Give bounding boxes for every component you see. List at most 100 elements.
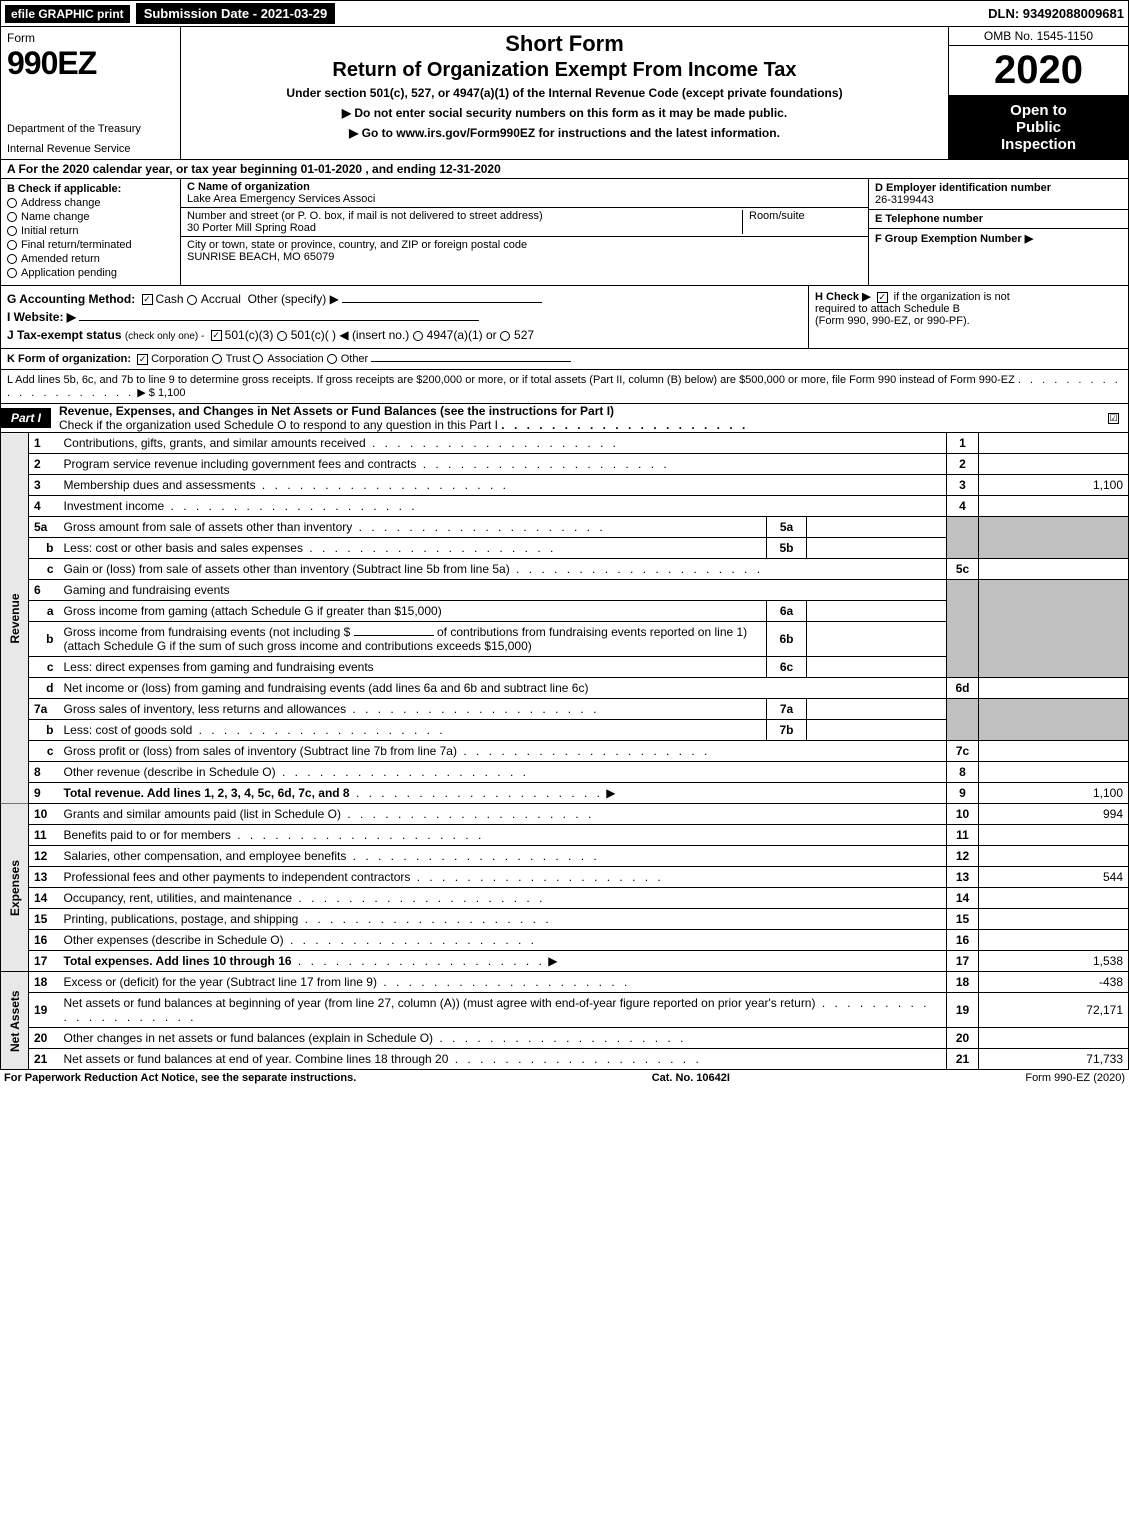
j-501c3: 501(c)(3) [225,328,274,342]
ln7a-desc: Gross sales of inventory, less returns a… [64,702,347,716]
checkbox-4947[interactable] [413,331,423,341]
website-input[interactable] [79,320,479,321]
row-l: L Add lines 5b, 6c, and 7b to line 9 to … [0,370,1129,404]
row-ghi: G Accounting Method: ✓Cash Accrual Other… [0,286,1129,349]
k-other-input[interactable] [371,361,571,362]
dots [292,891,545,905]
checkbox-address-change[interactable] [7,198,17,208]
ln7c-num: c [29,741,59,762]
ln4-desc: Investment income [64,499,165,513]
checkbox-cash[interactable]: ✓ [142,294,153,305]
k-trust: Trust [226,353,251,365]
city-label: City or town, state or province, country… [187,239,862,251]
checkbox-h[interactable]: ✓ [877,292,888,303]
ln4-rnum: 4 [947,496,979,517]
page-footer: For Paperwork Reduction Act Notice, see … [0,1070,1129,1086]
table-row: 7a Gross sales of inventory, less return… [1,699,1129,720]
ln19-val: 72,171 [979,993,1129,1028]
dots [346,849,599,863]
dept-treasury: Department of the Treasury [7,123,174,135]
city-value: SUNRISE BEACH, MO 65079 [187,251,862,263]
checkbox-other[interactable] [327,354,337,364]
ln7a-num: 7a [29,699,59,720]
ln13-num: 13 [29,867,59,888]
h-text3: (Form 990, 990-EZ, or 990-PF). [815,315,970,327]
g-label: G Accounting Method: [7,292,135,306]
j-527: 527 [514,328,534,342]
checkbox-501c3[interactable]: ✓ [211,330,222,341]
checkbox-corp[interactable]: ✓ [137,354,148,365]
table-row: 19 Net assets or fund balances at beginn… [1,993,1129,1028]
ln6b-inum: 6b [767,622,807,657]
ln9-val: 1,100 [979,783,1129,804]
ln6-num: 6 [29,580,59,601]
d-ein-label: D Employer identification number [875,182,1122,194]
ln7b-ival [807,720,947,741]
ln12-val [979,846,1129,867]
street-label: Number and street (or P. O. box, if mail… [187,210,742,222]
ln13-desc: Professional fees and other payments to … [64,870,411,884]
checkbox-accrual[interactable] [187,295,197,305]
ln11-num: 11 [29,825,59,846]
checkbox-trust[interactable] [212,354,222,364]
ln7b-desc: Less: cost of goods sold [64,723,193,737]
ln11-desc: Benefits paid to or for members [64,828,231,842]
submission-date-badge: Submission Date - 2021-03-29 [136,3,336,24]
b-label: B Check if applicable: [7,183,174,195]
ln18-desc: Excess or (deficit) for the year (Subtra… [64,975,377,989]
ln13-val: 544 [979,867,1129,888]
table-row: 20 Other changes in net assets or fund b… [1,1028,1129,1049]
shaded-cell [947,699,979,741]
ln19-desc: Net assets or fund balances at beginning… [64,996,816,1010]
checkbox-name-change[interactable] [7,212,17,222]
table-row: 14 Occupancy, rent, utilities, and maint… [1,888,1129,909]
table-row: Revenue 1 Contributions, gifts, grants, … [1,433,1129,454]
checkbox-application-pending[interactable] [7,268,17,278]
section-bcdef: B Check if applicable: Address change Na… [0,179,1129,286]
ln6a-ival [807,601,947,622]
checkbox-501c[interactable] [277,331,287,341]
checkbox-final-return[interactable] [7,240,17,250]
dots [410,870,663,884]
ln4-num: 4 [29,496,59,517]
ln10-num: 10 [29,804,59,825]
l-text: L Add lines 5b, 6c, and 7b to line 9 to … [7,374,1015,386]
j-note: (check only one) - [125,331,204,342]
cb-name-change: Name change [21,211,90,223]
arrow-icon [545,954,558,968]
checkbox-527[interactable] [500,331,510,341]
j-label: J Tax-exempt status [7,328,122,342]
tax-year: 2020 [949,46,1128,96]
ln1-rnum: 1 [947,433,979,454]
shaded-cell [947,580,979,678]
org-name: Lake Area Emergency Services Associ [187,193,862,205]
g-other-input[interactable] [342,302,542,303]
footer-center: Cat. No. 10642I [652,1072,730,1084]
h-text1: if the organization is not [894,291,1010,303]
j-4947: 4947(a)(1) or [427,328,497,342]
ln6b-input[interactable] [354,635,434,636]
shaded-cell [947,517,979,559]
ln6d-rnum: 6d [947,678,979,699]
checkbox-amended-return[interactable] [7,254,17,264]
ln5c-rnum: 5c [947,559,979,580]
goto-link[interactable]: ▶ Go to www.irs.gov/Form990EZ for instru… [191,126,938,140]
ln9-desc: Total revenue. Add lines 1, 2, 3, 4, 5c,… [64,786,350,800]
checkbox-part1-sched-o[interactable]: ☑ [1108,413,1119,424]
ln6b-ival [807,622,947,657]
cb-application-pending: Application pending [21,267,117,279]
dots [292,954,545,968]
dots [350,786,603,800]
ln18-num: 18 [29,972,59,993]
table-row: Expenses 10 Grants and similar amounts p… [1,804,1129,825]
ln6c-ival [807,657,947,678]
checkbox-initial-return[interactable] [7,226,17,236]
efile-print-button[interactable]: efile GRAPHIC print [5,5,130,23]
room-suite-label: Room/suite [742,210,862,234]
part1-table: Revenue 1 Contributions, gifts, grants, … [0,433,1129,1070]
checkbox-assoc[interactable] [253,354,263,364]
ln6c-desc: Less: direct expenses from gaming and fu… [64,660,374,674]
ln6b-num: b [29,622,59,657]
table-row: 11 Benefits paid to or for members 11 [1,825,1129,846]
ln7b-inum: 7b [767,720,807,741]
